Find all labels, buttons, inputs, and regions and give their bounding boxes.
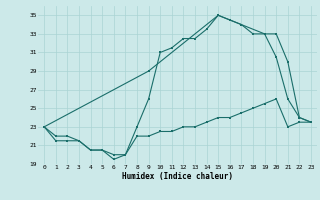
X-axis label: Humidex (Indice chaleur): Humidex (Indice chaleur) — [122, 172, 233, 181]
